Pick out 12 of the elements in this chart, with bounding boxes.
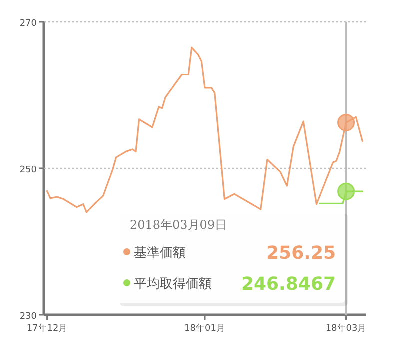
legend-label: 基準価額 [134, 246, 186, 261]
y-tick-label: 250 [20, 166, 38, 176]
y-tick-label: 270 [20, 19, 38, 29]
x-tick-label: 18年01月 [184, 323, 226, 334]
annotation: 256.25 [266, 243, 336, 264]
y-tick-label: 230 [20, 312, 38, 322]
x-tick-label: 18年03月 [326, 323, 367, 334]
x-tick-label: 17年12月 [26, 323, 68, 334]
annotation: 246.8467 [241, 274, 336, 295]
line-series [46, 46, 364, 214]
annotation: 2018年03月09日 [130, 218, 228, 232]
legend-label: 平均取得価額 [134, 277, 212, 292]
